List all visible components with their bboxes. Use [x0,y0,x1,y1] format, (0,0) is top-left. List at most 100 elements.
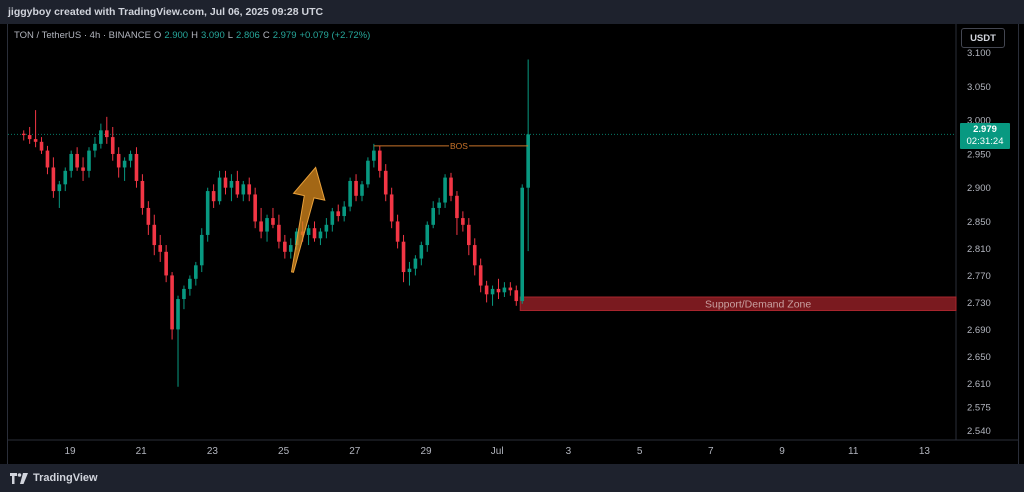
y-tick-label: 2.950 [967,149,991,160]
x-tick-label: 23 [207,446,219,457]
candle-body [241,184,246,195]
candle-body [443,177,447,203]
ohlc-legend: TON / TetherUS · 4h · BINANCE O 2.900 H 3.… [14,30,370,41]
x-tick-label: 13 [919,446,931,457]
candle-body [170,275,174,330]
y-tick-label: 2.610 [967,379,991,390]
tradingview-logo-icon [10,472,28,484]
candle-body [526,134,530,188]
candle-body [324,224,329,232]
low-value: 2.806 [236,30,260,41]
candle-body [182,288,186,300]
x-tick-label: 25 [278,446,290,457]
close-value: 2.979 [272,30,297,41]
candle-body [354,180,358,196]
x-tick-label: 27 [349,446,361,457]
candle-body [377,150,382,171]
footer-bar: TradingView [0,464,1024,492]
candle-body [81,167,85,171]
x-tick-label: 21 [136,446,148,457]
candle-body [217,177,222,202]
candle-body [176,299,180,330]
candle-body [93,143,97,151]
y-tick-label: 3.000 [967,116,991,127]
candle-body [472,245,477,266]
candle-body [449,177,453,196]
candle-body [467,224,471,246]
candle-body [437,202,441,208]
header-text: jiggyboy created with TradingView.com, J… [8,6,324,18]
y-tick-label: 2.810 [967,244,991,255]
candle-body [51,167,56,192]
candle-body [431,207,436,225]
candle-body [235,180,240,195]
y-tick-label: 2.730 [967,298,991,309]
close-label: C [262,30,270,41]
candle-body [496,288,501,293]
candle-body [158,245,163,252]
candle-body [134,153,139,181]
candle-body [484,285,489,295]
x-tick-label: 3 [566,446,572,457]
candle-body [277,224,281,242]
tradingview-logo[interactable]: TradingView [10,472,98,484]
candle-body [425,224,430,246]
y-tick-label: 3.100 [967,48,991,59]
candle-body [110,137,115,154]
high-label: H [191,30,198,41]
y-tick-label: 2.900 [967,183,991,194]
candle-body [461,218,465,225]
header-bar: jiggyboy created with TradingView.com, J… [0,0,1024,24]
candle-body [105,130,109,138]
candle-countdown: 02:31:24 [966,136,1004,147]
bullish-arrow [290,166,326,273]
change-value: +0.079 (+2.72%) [299,30,371,41]
x-tick-label: 9 [779,446,785,457]
bos-label: BOS [450,141,468,151]
candle-body [116,153,121,168]
candle-body [330,211,335,225]
candle-body [490,288,495,295]
x-tick-label: 29 [420,446,432,457]
candle-body [223,177,228,188]
y-tick-label: 2.540 [967,426,991,437]
candle-body [514,290,519,302]
candle-body [265,218,269,232]
bos-label-bg [449,140,470,151]
candle-body [69,153,73,171]
last-price-label: 2.979 02:31:24 [960,123,1010,149]
candle-body [401,241,406,273]
y-tick-label: 2.850 [967,217,991,228]
symbol-label[interactable]: TON / TetherUS · 4h · BINANCE [14,30,151,41]
candle-body [318,231,323,239]
footer-brand: TradingView [33,472,98,484]
x-tick-label: 7 [708,446,714,457]
x-tick-label: Jul [491,446,504,457]
x-tick-label: 11 [848,446,859,457]
candle-body [57,184,62,192]
price-chart[interactable]: 3.100 3.050 3.000 2.950 2.900 2.850 2.810 2.770… [8,24,1018,464]
candle-body [419,245,424,259]
candle-body [164,251,168,276]
candle-body [342,206,346,217]
candle-body [63,170,68,185]
candle-body [348,180,352,207]
chart-area[interactable]: 3.100 3.050 3.000 2.950 2.900 2.850 2.810 2.770… [7,24,1019,464]
candle-body [395,221,400,242]
candle-body [383,170,388,195]
open-value: 2.900 [164,30,189,41]
currency-button[interactable]: USDT [961,28,1005,48]
x-tick-label: 5 [637,446,643,457]
y-tick-label: 2.650 [967,352,991,363]
support-zone-label: Support/Demand Zone [705,298,811,310]
candle-body [271,218,275,225]
candle-body [87,150,91,171]
candle-body [372,150,376,161]
candle-body [253,194,257,222]
candle-body [33,139,38,142]
candle-body [205,191,210,235]
candle-body [211,191,216,202]
y-tick-label: 3.050 [967,82,991,93]
candle-body [288,245,293,252]
